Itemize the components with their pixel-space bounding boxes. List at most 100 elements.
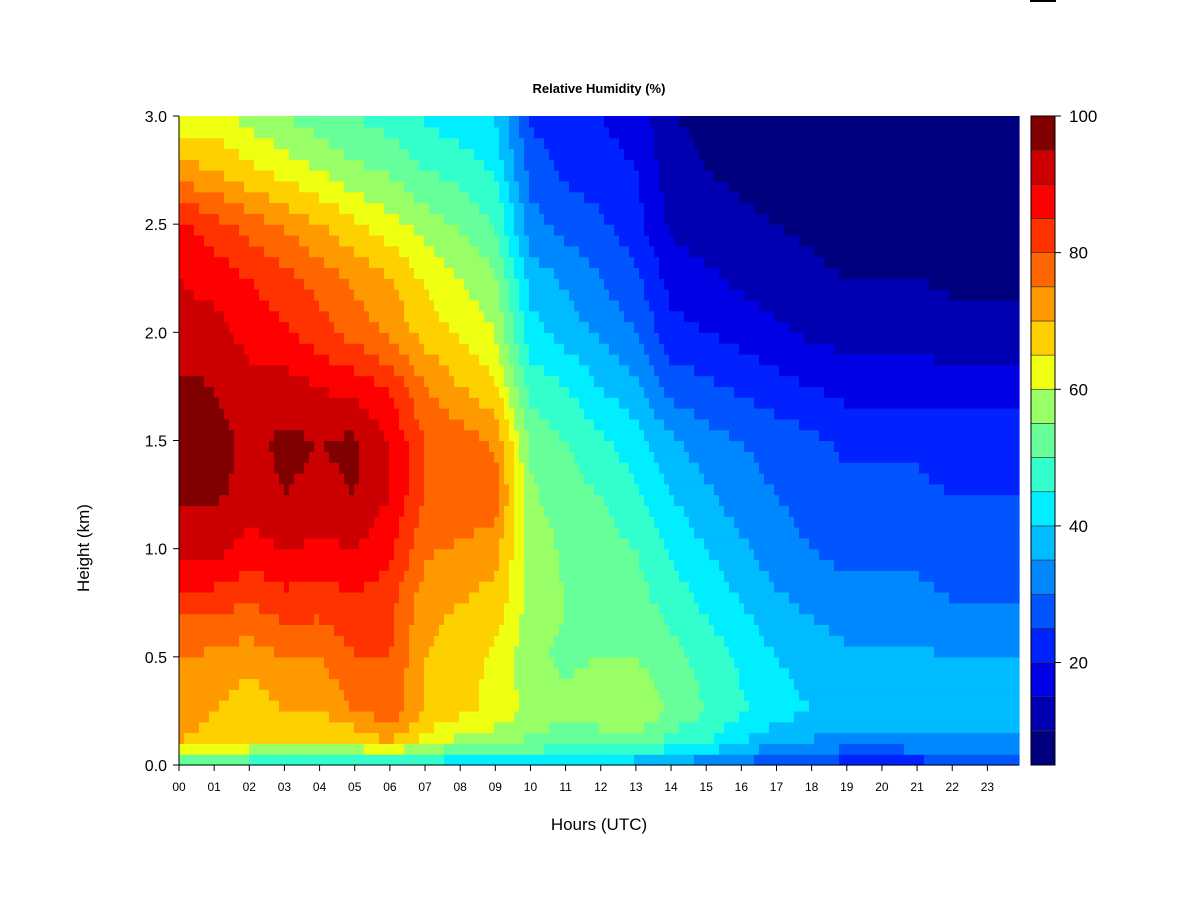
heatmap-cell — [499, 483, 505, 496]
heatmap-cell — [259, 213, 265, 225]
heatmap-cell — [269, 397, 275, 409]
heatmap-cell — [294, 321, 300, 333]
heatmap-cell — [369, 494, 375, 506]
heatmap-cell — [549, 548, 555, 561]
heatmap-cell — [314, 364, 320, 377]
heatmap-cell — [444, 364, 450, 377]
heatmap-cell — [354, 321, 360, 333]
heatmap-cell — [179, 256, 185, 269]
heatmap-cell — [474, 591, 480, 604]
heatmap-cell — [389, 278, 395, 290]
heatmap-cell — [399, 440, 405, 452]
heatmap-cell — [284, 289, 290, 301]
heatmap-cell — [399, 591, 405, 604]
heatmap-cell — [184, 321, 190, 333]
heatmap-cell — [189, 267, 195, 279]
heatmap-cell — [564, 721, 570, 734]
heatmap-cell — [319, 732, 325, 744]
heatmap-cell — [249, 202, 255, 214]
heatmap-cell — [299, 527, 305, 539]
heatmap-cell — [234, 581, 240, 593]
heatmap-cell — [234, 505, 240, 517]
heatmap-cell — [579, 581, 585, 593]
heatmap-cell — [449, 126, 455, 139]
heatmap-cell — [304, 710, 310, 723]
heatmap-cell — [204, 191, 210, 204]
heatmap-cell — [584, 646, 590, 658]
heatmap-cell — [354, 516, 360, 528]
heatmap-cell — [529, 364, 535, 377]
heatmap-cell — [219, 656, 225, 669]
heatmap-cell — [439, 180, 445, 193]
heatmap-cell — [324, 462, 330, 474]
heatmap-cell — [214, 202, 220, 214]
heatmap-cell — [214, 527, 220, 539]
heatmap-cell — [534, 646, 540, 658]
heatmap-cell — [539, 548, 545, 561]
heatmap-cell — [214, 224, 220, 236]
heatmap-cell — [489, 591, 495, 604]
heatmap-cell — [229, 375, 235, 388]
heatmap-cell — [389, 180, 395, 193]
heatmap-cell — [589, 743, 595, 755]
heatmap-cell — [249, 591, 255, 604]
heatmap-cell — [189, 559, 195, 571]
heatmap-cell — [304, 613, 310, 625]
heatmap-cell — [504, 505, 510, 517]
heatmap-cell — [354, 256, 360, 269]
heatmap-cell — [204, 321, 210, 333]
heatmap-cell — [444, 591, 450, 604]
heatmap-cell — [474, 180, 480, 193]
heatmap-cell — [464, 732, 470, 744]
heatmap-cell — [554, 386, 560, 398]
heatmap-cell — [194, 408, 200, 420]
heatmap-cell — [209, 646, 215, 658]
heatmap-cell — [194, 364, 200, 377]
heatmap-cell — [524, 332, 530, 344]
heatmap-cell — [489, 310, 495, 323]
heatmap-cell — [244, 213, 250, 225]
heatmap-cell — [189, 148, 195, 160]
heatmap-cell — [439, 527, 445, 539]
heatmap-cell — [424, 505, 430, 517]
heatmap-cell — [539, 180, 545, 193]
heatmap-cell — [454, 527, 460, 539]
heatmap-cell — [254, 321, 260, 333]
heatmap-cell — [234, 116, 240, 128]
heatmap-cell — [194, 159, 200, 171]
heatmap-cell — [214, 397, 220, 409]
heatmap-cell — [294, 397, 300, 409]
heatmap-cell — [434, 429, 440, 442]
heatmap-cell — [264, 245, 270, 258]
heatmap-cell — [394, 591, 400, 604]
heatmap-cell — [229, 267, 235, 279]
heatmap-cell — [579, 743, 585, 755]
heatmap-cell — [549, 408, 555, 420]
heatmap-cell — [349, 170, 355, 182]
heatmap-cell — [529, 732, 535, 744]
heatmap-cell — [274, 624, 280, 636]
heatmap-cell — [444, 213, 450, 225]
heatmap-cell — [529, 689, 535, 701]
heatmap-cell — [369, 267, 375, 279]
heatmap-cell — [414, 353, 420, 366]
heatmap-cell — [349, 310, 355, 323]
heatmap-cell — [254, 451, 260, 463]
heatmap-cell — [409, 570, 415, 582]
heatmap-cell — [519, 289, 525, 301]
heatmap-cell — [524, 516, 530, 528]
heatmap-cell — [329, 559, 335, 571]
heatmap-cell — [429, 116, 435, 128]
heatmap-cell — [494, 483, 500, 496]
heatmap-cell — [499, 267, 505, 279]
heatmap-cell — [239, 116, 245, 128]
heatmap-cell — [459, 245, 465, 258]
heatmap-cell — [359, 375, 365, 388]
heatmap-cell — [259, 559, 265, 571]
heatmap-cell — [204, 267, 210, 279]
heatmap-cell — [559, 548, 565, 561]
heatmap-cell — [489, 278, 495, 290]
heatmap-cell — [329, 689, 335, 701]
heatmap-cell — [214, 483, 220, 496]
heatmap-cell — [514, 451, 520, 463]
